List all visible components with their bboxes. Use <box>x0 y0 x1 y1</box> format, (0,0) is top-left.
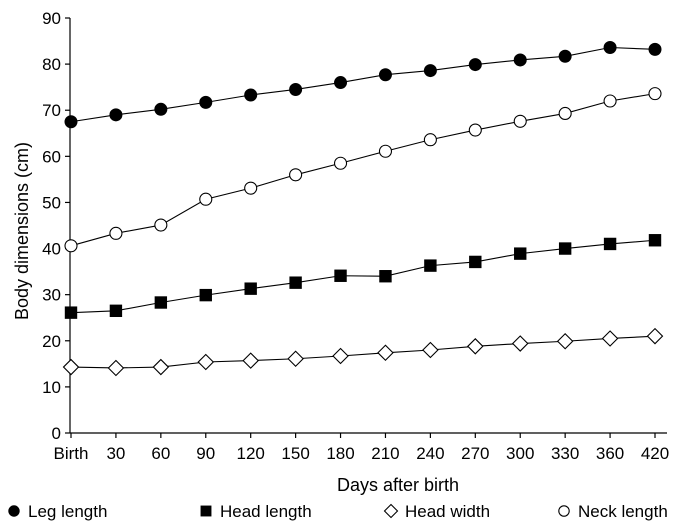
head-width-point <box>511 335 529 352</box>
head-length-point <box>109 304 123 318</box>
y-tick-label: 30 <box>42 286 61 305</box>
x-tick-label: 300 <box>506 444 534 463</box>
y-tick-label: 50 <box>42 193 61 212</box>
neck-length-point <box>333 156 348 170</box>
leg-length-point <box>109 108 123 122</box>
x-tick-label: 180 <box>326 444 354 463</box>
series-markers <box>62 41 664 377</box>
legend-label-head-width: Head width <box>405 502 490 521</box>
head-width-point <box>197 353 215 371</box>
x-tick-label: 120 <box>237 444 265 463</box>
head-length-point <box>379 270 392 283</box>
legend-marker-neck-length <box>558 505 570 517</box>
y-axis-title: Body dimensions (cm) <box>12 142 32 320</box>
head-width-point <box>601 330 619 347</box>
head-width-point <box>287 350 304 368</box>
head-width-point <box>377 344 394 362</box>
neck-length-point <box>244 181 258 195</box>
head-width-point <box>556 332 574 350</box>
x-tick-label: 210 <box>371 444 399 463</box>
neck-length-point <box>199 192 213 206</box>
neck-length-point <box>64 239 78 253</box>
legend-marker-leg-length <box>8 505 20 517</box>
y-tick-label: 60 <box>42 147 61 166</box>
leg-length-point <box>603 41 617 55</box>
leg-length-point <box>468 58 482 72</box>
head-length-point <box>289 276 302 289</box>
leg-length-point <box>199 95 213 109</box>
neck-length-point <box>154 218 168 232</box>
neck-length-point <box>423 133 437 147</box>
leg-length-point <box>558 49 572 63</box>
head-length-point <box>154 296 168 309</box>
neck-length-point <box>109 226 123 240</box>
legend-marker-head-width <box>383 503 399 519</box>
legend-marker-head-length <box>200 505 212 517</box>
neck-length-point <box>468 123 482 137</box>
y-tick-label: 40 <box>42 240 61 259</box>
head-length-point <box>244 282 257 295</box>
y-tick-label: 20 <box>42 332 61 351</box>
head-length-point <box>469 255 482 269</box>
x-tick-label: 330 <box>551 444 579 463</box>
x-tick-label: 30 <box>106 444 125 463</box>
leg-length-point <box>64 115 78 129</box>
leg-length-point <box>289 82 303 96</box>
legend-label-neck-length: Neck length <box>578 502 668 521</box>
head-length-point <box>603 237 617 251</box>
head-length-point <box>424 259 437 272</box>
x-tick-label: 60 <box>151 444 170 463</box>
head-length-line <box>70 239 656 314</box>
x-tick-label: 420 <box>641 444 669 463</box>
head-width-point <box>242 352 259 369</box>
y-tick-label: 70 <box>42 101 61 120</box>
head-length-point <box>199 288 212 302</box>
y-tick-label: 10 <box>42 378 61 397</box>
neck-length-line <box>70 93 656 247</box>
leg-length-point <box>378 68 392 82</box>
head-width-point <box>107 359 125 377</box>
head-length-point <box>64 306 78 319</box>
x-axis-title: Days after birth <box>337 475 459 495</box>
head-length-point <box>558 242 572 255</box>
axes: 0 10 20 30 40 50 60 70 80 90 Birth 30 60 90 120 150 180 2… <box>42 9 669 463</box>
x-tick-label: 90 <box>196 444 215 463</box>
neck-length-point <box>378 144 393 158</box>
head-length-point <box>648 234 662 247</box>
leg-length-point <box>648 42 662 56</box>
neck-length-point <box>603 94 617 108</box>
neck-length-point <box>558 106 572 120</box>
legend-label-leg-length: Leg length <box>28 502 107 521</box>
neck-length-point <box>648 87 662 101</box>
head-length-point <box>334 269 347 282</box>
head-width-point <box>422 341 439 359</box>
x-tick-label: 360 <box>596 444 624 463</box>
neck-length-point <box>513 114 527 128</box>
head-width-point <box>152 358 170 376</box>
legend: Leg length Head length Head width Neck leng… <box>8 502 668 521</box>
leg-length-point <box>244 88 258 102</box>
neck-length-point <box>289 168 303 182</box>
leg-length-line <box>70 46 656 123</box>
leg-length-point <box>154 102 168 116</box>
y-tick-label: 0 <box>52 424 61 443</box>
x-tick-label: 270 <box>461 444 489 463</box>
legend-label-head-length: Head length <box>220 502 312 521</box>
x-tick-label: Birth <box>54 444 89 463</box>
head-width-point <box>646 327 664 345</box>
head-width-point <box>332 347 349 365</box>
y-tick-label: 80 <box>42 55 61 74</box>
x-tick-label: 150 <box>281 444 309 463</box>
head-width-point <box>62 358 80 376</box>
head-length-point <box>514 247 527 260</box>
series-lines <box>70 46 656 369</box>
leg-length-point <box>513 53 527 67</box>
leg-length-point <box>423 64 437 78</box>
head-width-point <box>467 338 484 355</box>
leg-length-point <box>334 76 348 90</box>
y-tick-label: 90 <box>42 9 61 28</box>
x-tick-label: 240 <box>416 444 444 463</box>
